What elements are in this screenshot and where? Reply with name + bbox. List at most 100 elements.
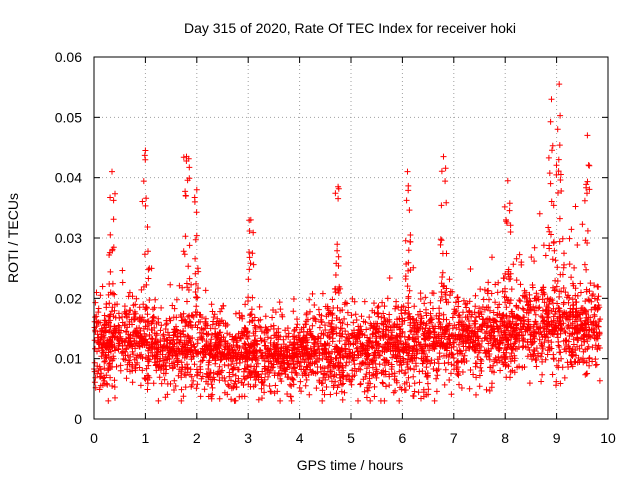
data-point: [199, 345, 206, 352]
x-tick-label: 1: [142, 430, 150, 446]
data-point: [475, 326, 482, 333]
data-point: [110, 216, 117, 223]
data-point: [290, 341, 297, 348]
data-point: [584, 345, 591, 352]
data-point: [555, 357, 562, 364]
data-point: [246, 228, 253, 234]
data-point: [538, 378, 545, 385]
data-point: [160, 332, 166, 339]
data-point: [374, 310, 381, 317]
data-point: [483, 353, 490, 360]
data-point: [230, 384, 237, 391]
data-point: [405, 187, 412, 194]
data-point: [586, 162, 593, 169]
data-point: [436, 310, 443, 317]
data-point: [156, 374, 163, 381]
data-point: [528, 254, 535, 261]
data-point: [291, 328, 298, 334]
data-point: [592, 356, 599, 363]
data-point: [489, 342, 496, 349]
x-tick-label: 8: [501, 430, 509, 446]
data-point: [306, 296, 313, 303]
data-point: [171, 305, 178, 312]
data-point: [439, 274, 446, 280]
data-point: [596, 318, 602, 325]
data-point: [583, 266, 590, 273]
data-point: [257, 324, 264, 331]
data-point: [539, 296, 546, 303]
data-point: [335, 349, 342, 356]
data-point: [529, 339, 536, 346]
data-point: [173, 340, 180, 347]
data-point: [578, 335, 585, 342]
data-point: [106, 300, 113, 307]
data-point: [432, 325, 438, 332]
data-point: [463, 304, 470, 311]
data-point: [242, 358, 249, 365]
data-point: [517, 281, 524, 288]
data-point: [367, 380, 374, 387]
data-point: [104, 381, 111, 388]
data-point: [201, 386, 208, 393]
data-point: [442, 178, 449, 185]
data-point: [208, 301, 215, 308]
data-point: [524, 327, 531, 334]
data-point: [584, 338, 591, 345]
data-point: [566, 333, 573, 339]
data-point: [446, 331, 453, 338]
data-point: [114, 301, 121, 308]
data-point: [579, 305, 586, 311]
data-point: [219, 367, 226, 374]
data-point: [548, 339, 555, 346]
data-point: [250, 367, 257, 374]
data-point: [520, 318, 527, 325]
data-point: [163, 317, 170, 324]
data-point: [513, 324, 520, 331]
data-point: [178, 359, 185, 366]
data-point: [593, 361, 600, 368]
data-point: [282, 343, 289, 350]
data-point: [143, 338, 150, 345]
data-point: [553, 162, 560, 169]
data-point: [118, 327, 125, 334]
data-point: [566, 235, 573, 242]
data-point: [325, 364, 332, 371]
data-point: [437, 236, 444, 243]
data-point: [460, 356, 467, 363]
data-point: [546, 245, 553, 252]
data-point: [491, 317, 497, 324]
data-point: [444, 341, 451, 348]
data-point: [357, 323, 364, 330]
data-point: [410, 392, 416, 399]
data-point: [485, 340, 492, 347]
data-point: [464, 337, 471, 344]
data-point: [513, 255, 520, 262]
data-point: [364, 334, 371, 341]
data-point: [244, 362, 251, 368]
data-point: [116, 315, 123, 321]
data-point: [269, 364, 276, 371]
data-point: [335, 253, 342, 260]
data-point: [346, 346, 353, 353]
data-point: [334, 304, 341, 311]
data-point: [246, 349, 253, 356]
data-point: [364, 387, 371, 394]
data-point: [405, 247, 412, 254]
data-point: [158, 322, 165, 329]
data-point: [402, 340, 409, 346]
data-point: [163, 336, 170, 343]
data-point: [481, 306, 488, 313]
data-point: [310, 315, 316, 322]
data-point: [207, 340, 214, 346]
data-point: [422, 341, 429, 348]
x-tick-label: 6: [399, 430, 407, 446]
data-point: [303, 376, 310, 383]
data-point: [129, 293, 136, 300]
data-point: [570, 282, 577, 289]
data-point: [405, 366, 411, 373]
data-point: [127, 331, 134, 338]
data-point: [321, 391, 328, 398]
data-point: [466, 298, 473, 305]
data-point: [97, 292, 104, 299]
data-point: [112, 394, 118, 401]
